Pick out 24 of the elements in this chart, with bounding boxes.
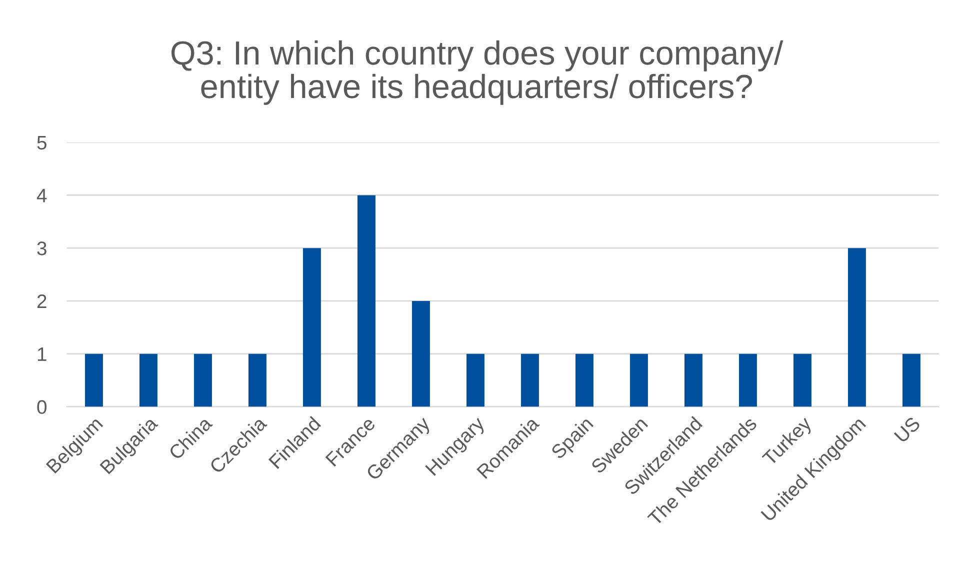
bar	[412, 300, 430, 407]
bar	[630, 354, 648, 407]
x-tick-label: US	[894, 416, 921, 444]
bar	[302, 248, 321, 407]
y-tick-label: 3	[37, 242, 46, 256]
bar	[738, 354, 757, 407]
chart-title: Q3: In which country does your company/ entity have its headquarters/ officers?	[171, 40, 784, 105]
bar	[248, 354, 266, 407]
bar	[848, 248, 866, 407]
y-tick-label: 1	[38, 347, 46, 361]
bar	[575, 354, 594, 407]
bar	[520, 354, 539, 407]
y-tick-label: 2	[37, 294, 46, 308]
bar	[684, 354, 702, 407]
bar	[357, 195, 376, 407]
y-tick-label: 4	[36, 188, 47, 202]
y-tick-label: 0	[37, 400, 47, 414]
bar	[84, 354, 103, 407]
bar	[139, 354, 158, 407]
y-tick-label: 5	[37, 136, 46, 150]
bar	[194, 354, 212, 407]
bar	[793, 354, 812, 407]
bar	[902, 354, 920, 407]
bar	[466, 354, 484, 407]
